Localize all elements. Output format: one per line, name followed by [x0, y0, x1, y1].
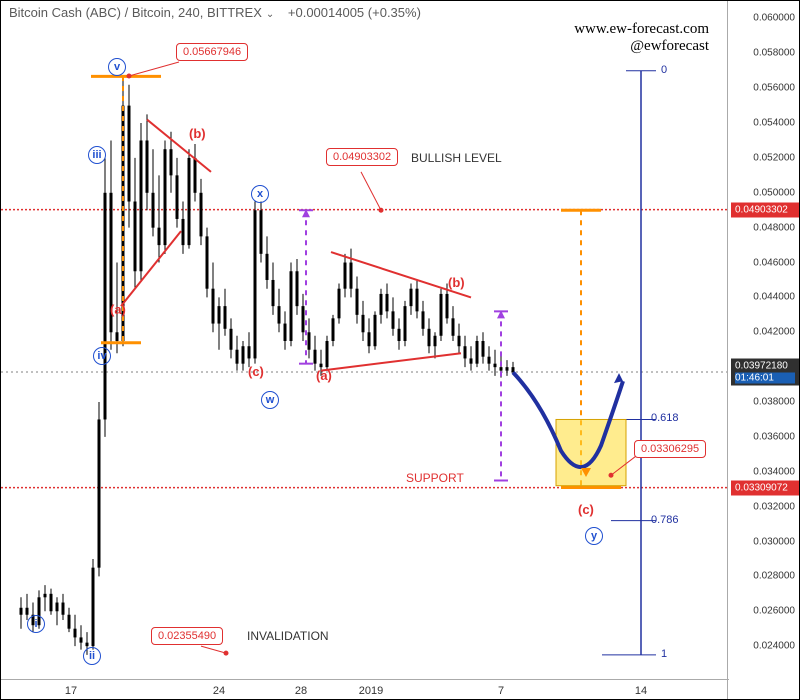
fib-label: 0.786	[651, 514, 679, 526]
plot-area[interactable]: iiiiiiivv(a)(b)(c)xw(a)(b)(c)y00.6180.78…	[1, 1, 729, 681]
chart-container: Bitcoin Cash (ABC) / Bitcoin, 240, BITTR…	[0, 0, 800, 700]
price-label-box: 0.04903302	[326, 148, 398, 166]
price-label-box: 0.02355490	[151, 627, 223, 645]
price-tag: 0.03309072	[731, 480, 799, 495]
chevron-down-icon[interactable]: ⌄	[266, 9, 274, 20]
y-tick: 0.046000	[753, 257, 795, 268]
change-abs: +0.00014005	[288, 5, 364, 20]
y-tick: 0.030000	[753, 536, 795, 547]
y-tick: 0.024000	[753, 641, 795, 652]
y-tick: 0.028000	[753, 571, 795, 582]
wave-label: (c)	[248, 364, 264, 379]
y-tick: 0.060000	[753, 13, 795, 24]
watermark-url: www.ew-forecast.com	[574, 21, 709, 38]
price-tag: 0.04903302	[731, 202, 799, 217]
y-axis: 0.060000 0.058000 0.056000 0.054000 0.052000…	[727, 1, 799, 699]
wave-label: iv	[93, 347, 111, 365]
wave-label: (a)	[110, 302, 126, 317]
price-change: +0.00014005 (+0.35%)	[288, 5, 421, 20]
x-tick: 17	[65, 685, 77, 697]
x-tick: 24	[213, 685, 225, 697]
y-tick: 0.050000	[753, 187, 795, 198]
x-tick: 28	[295, 685, 307, 697]
x-tick: 7	[498, 685, 504, 697]
y-tick: 0.032000	[753, 501, 795, 512]
watermark-handle: @ewforecast	[574, 38, 709, 55]
wave-label: (c)	[578, 502, 594, 517]
text-annotation: BULLISH LEVEL	[411, 151, 502, 165]
y-tick: 0.042000	[753, 327, 795, 338]
price-label-box: 0.03306295	[634, 440, 706, 458]
change-pct: (+0.35%)	[368, 5, 421, 20]
y-tick: 0.034000	[753, 466, 795, 477]
y-tick: 0.052000	[753, 152, 795, 163]
y-tick: 0.038000	[753, 397, 795, 408]
wave-label: (b)	[448, 275, 465, 290]
y-tick: 0.044000	[753, 292, 795, 303]
wave-label: w	[261, 391, 279, 409]
wave-label: x	[251, 185, 269, 203]
y-tick: 0.056000	[753, 83, 795, 94]
y-tick: 0.058000	[753, 48, 795, 59]
fib-label: 0	[661, 64, 667, 76]
text-annotation: SUPPORT	[406, 471, 464, 485]
x-tick: 14	[635, 685, 647, 697]
chart-title[interactable]: Bitcoin Cash (ABC) / Bitcoin, 240, BITTR…	[9, 5, 262, 20]
watermark: www.ew-forecast.com @ewforecast	[574, 21, 709, 55]
price-tag: 0.0397218001:46:01	[731, 359, 799, 386]
fib-label: 1	[661, 648, 667, 660]
y-tick: 0.048000	[753, 222, 795, 233]
x-tick: 2019	[359, 685, 383, 697]
chart-header: Bitcoin Cash (ABC) / Bitcoin, 240, BITTR…	[9, 5, 421, 20]
y-tick: 0.036000	[753, 431, 795, 442]
y-tick: 0.054000	[753, 118, 795, 129]
text-annotation: INVALIDATION	[247, 629, 329, 643]
wave-label: (b)	[189, 126, 206, 141]
wave-label: v	[108, 58, 126, 76]
wave-label: y	[585, 527, 603, 545]
wave-label: (a)	[316, 368, 332, 383]
y-tick: 0.026000	[753, 606, 795, 617]
wave-label: ii	[83, 647, 101, 665]
x-axis: 17 24 28 2019 7 14	[1, 679, 729, 699]
price-label-box: 0.05667946	[176, 43, 248, 61]
fib-label: 0.618	[651, 412, 679, 424]
